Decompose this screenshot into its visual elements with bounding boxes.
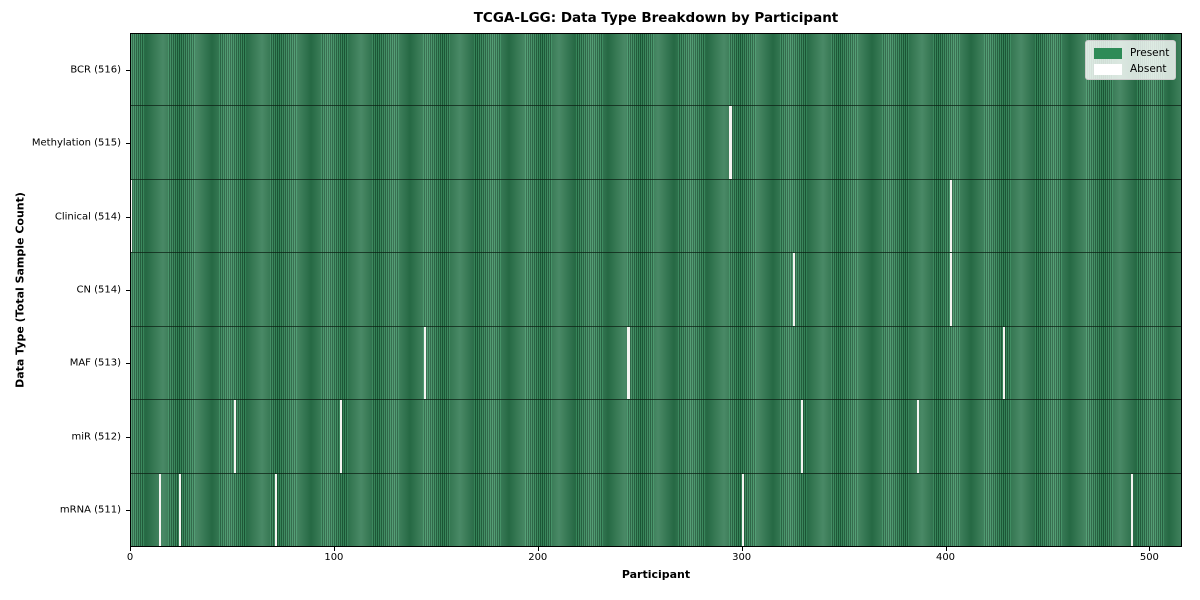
y-tick-mark xyxy=(126,290,130,291)
absent-mark-MAF-144 xyxy=(423,326,426,400)
absent-mark-miR-103 xyxy=(339,400,343,473)
heatmap-row-miR xyxy=(130,400,1182,474)
absent-mark-mRNA-300 xyxy=(741,473,745,547)
x-tick-label-0: 0 xyxy=(126,552,134,563)
y-tick-label-miR: miR (512) xyxy=(71,431,121,443)
legend-label-absent: Absent xyxy=(1130,63,1167,75)
y-tick-label-Methylation: Methylation (515) xyxy=(31,137,121,149)
y-tick-mark xyxy=(126,216,130,218)
absent-mark-mRNA-71 xyxy=(274,473,278,547)
heatmap-rows xyxy=(130,33,1182,547)
y-tick-label-MAF: MAF (513) xyxy=(69,357,121,369)
x-tick-mark xyxy=(945,547,947,551)
absent-mark-Clinical-402 xyxy=(949,179,952,253)
y-tick-mark xyxy=(126,510,130,512)
absent-mark-mRNA-491 xyxy=(1131,473,1134,547)
x-tick-mark xyxy=(130,547,131,551)
x-tick-mark xyxy=(1149,547,1151,551)
absent-mark-MAF-428 xyxy=(1002,326,1005,400)
x-axis-label: Participant xyxy=(621,568,691,581)
absent-mark-miR-51 xyxy=(233,400,237,473)
x-tick-label-300: 300 xyxy=(732,552,752,563)
y-tick-mark xyxy=(126,436,130,438)
heatmap-row-MAF xyxy=(130,326,1182,401)
y-tick-mark xyxy=(126,363,130,365)
x-tick-label-500: 500 xyxy=(1139,552,1159,563)
y-tick-mark xyxy=(126,143,130,145)
absent-mark-miR-386 xyxy=(916,400,920,473)
plot-area: Present Absent xyxy=(130,33,1182,547)
x-tick-label-400: 400 xyxy=(935,552,956,563)
absent-swatch xyxy=(1094,63,1122,75)
legend-entry-present: Present xyxy=(1094,45,1175,61)
absent-mark-Clinical-0 xyxy=(130,179,133,253)
absent-mark-MAF-244 xyxy=(627,326,630,400)
y-tick-label-Clinical: Clinical (514) xyxy=(54,211,121,223)
heatmap-row-BCR xyxy=(130,33,1182,107)
absent-mark-CN-325 xyxy=(792,253,795,326)
heatmap-row-Clinical xyxy=(130,179,1182,254)
x-tick-label-200: 200 xyxy=(528,552,548,563)
x-tick-label-100: 100 xyxy=(324,552,344,563)
absent-mark-miR-329 xyxy=(800,400,804,473)
x-tick-mark xyxy=(537,547,539,551)
present-swatch xyxy=(1094,47,1122,59)
y-tick-label-CN: CN (514) xyxy=(76,284,121,296)
legend-entry-absent: Absent xyxy=(1094,61,1175,77)
chart-title: TCGA-LGG: Data Type Breakdown by Partici… xyxy=(473,10,839,26)
heatmap-row-mRNA xyxy=(130,473,1182,547)
legend: Present Absent xyxy=(1085,40,1176,80)
x-tick-mark xyxy=(333,547,335,551)
absent-mark-CN-402 xyxy=(949,253,952,326)
x-tick-mark xyxy=(741,547,743,551)
y-tick-label-BCR: BCR (516) xyxy=(70,64,121,76)
legend-label-present: Present xyxy=(1130,47,1170,59)
absent-mark-mRNA-24 xyxy=(178,473,182,547)
y-tick-label-mRNA: mRNA (511) xyxy=(59,504,121,516)
heatmap-row-CN xyxy=(130,253,1182,327)
absent-mark-Methylation-294 xyxy=(729,106,732,179)
y-tick-mark xyxy=(126,69,130,71)
heatmap-row-Methylation xyxy=(130,106,1182,180)
absent-mark-mRNA-14 xyxy=(158,473,161,547)
